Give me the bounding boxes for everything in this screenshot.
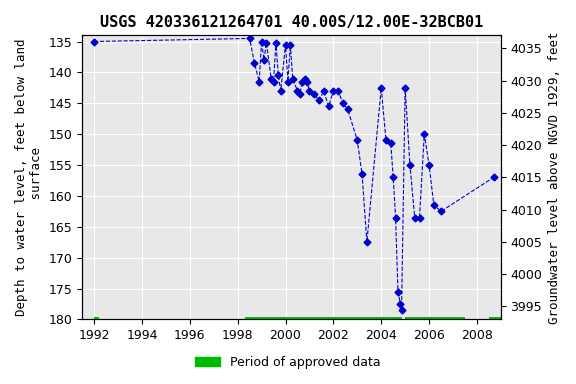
- Title: USGS 420336121264701 40.00S/12.00E-32BCB01: USGS 420336121264701 40.00S/12.00E-32BCB…: [100, 15, 483, 30]
- Y-axis label: Depth to water level, feet below land
 surface: Depth to water level, feet below land su…: [15, 39, 43, 316]
- Legend: Period of approved data: Period of approved data: [190, 351, 386, 374]
- Bar: [245, 317, 401, 322]
- Bar: [94, 317, 99, 322]
- Y-axis label: Groundwater level above NGVD 1929, feet: Groundwater level above NGVD 1929, feet: [548, 31, 561, 324]
- Bar: [405, 317, 465, 322]
- Bar: [489, 317, 501, 322]
